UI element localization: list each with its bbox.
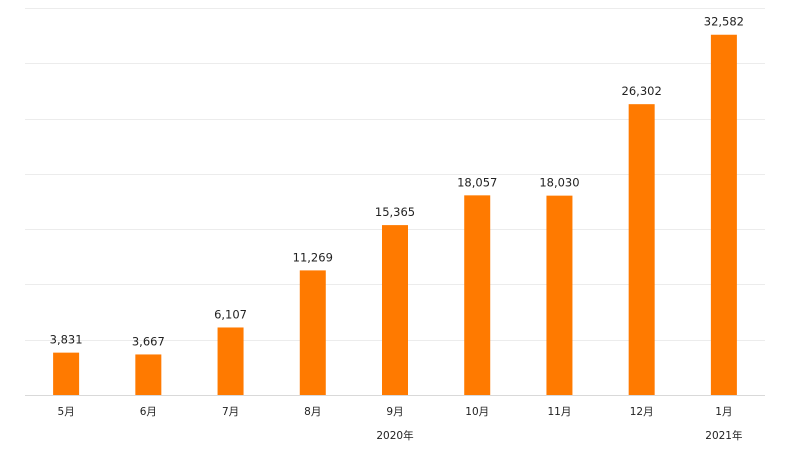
bar-series bbox=[53, 34, 737, 396]
x-axis-tick-labels: 5月 6月 7月 8月 9月 10月 11月 12月 1月 bbox=[58, 406, 733, 418]
data-label-1: 3,667 bbox=[132, 334, 165, 348]
data-label-8: 32,582 bbox=[704, 15, 744, 29]
data-label-0: 3,831 bbox=[50, 333, 83, 347]
value-labels: 3,831 3,667 6,107 11,269 15,365 18,057 18,030 2… bbox=[50, 15, 744, 349]
data-label-7: 26,302 bbox=[622, 84, 662, 98]
x-tick-label-2: 7月 bbox=[222, 406, 239, 418]
year-label-1: 2021年 bbox=[705, 429, 742, 442]
data-label-6: 18,030 bbox=[539, 176, 579, 190]
x-tick-label-5: 10月 bbox=[465, 406, 489, 418]
bar-1 bbox=[135, 354, 162, 395]
bar-3 bbox=[299, 270, 326, 395]
x-tick-label-3: 8月 bbox=[304, 406, 321, 418]
x-tick-label-1: 6月 bbox=[140, 406, 157, 418]
x-axis-year-labels: 2020年 2021年 bbox=[376, 429, 742, 442]
bar-4 bbox=[382, 225, 408, 395]
data-label-3: 11,269 bbox=[293, 250, 333, 264]
bar-7 bbox=[628, 104, 655, 396]
x-tick-label-6: 11月 bbox=[548, 406, 572, 418]
x-tick-label-4: 9月 bbox=[386, 406, 403, 418]
bar-5 bbox=[464, 195, 491, 395]
x-tick-label-7: 12月 bbox=[630, 406, 654, 418]
bar-2 bbox=[217, 327, 244, 395]
x-tick-label-0: 5月 bbox=[58, 406, 75, 418]
bar-0 bbox=[53, 352, 80, 395]
data-label-2: 6,107 bbox=[214, 307, 247, 321]
bar-8 bbox=[710, 34, 737, 395]
data-label-5: 18,057 bbox=[457, 175, 497, 189]
data-label-4: 15,365 bbox=[375, 205, 415, 219]
year-label-0: 2020年 bbox=[376, 429, 413, 442]
bar-6 bbox=[546, 195, 573, 395]
x-tick-label-8: 1月 bbox=[715, 406, 732, 418]
